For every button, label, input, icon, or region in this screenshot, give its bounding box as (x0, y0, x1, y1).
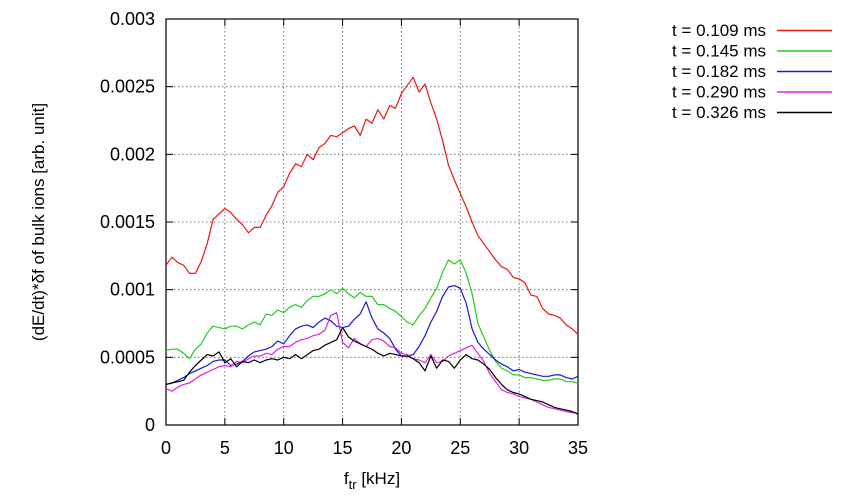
series-line-1 (165, 76, 579, 335)
x-tick-label: 15 (333, 438, 353, 458)
x-axis-label-subscript: tr (349, 477, 358, 492)
series-line-2 (165, 259, 579, 384)
legend-label: t = 0.182 ms (672, 62, 766, 81)
legend-label: t = 0.109 ms (672, 21, 766, 40)
series-lines (165, 76, 579, 415)
y-tick-label: 0.0005 (100, 347, 155, 367)
series-line-3 (165, 285, 579, 385)
grid (166, 19, 578, 425)
y-tick-label: 0.001 (110, 280, 155, 300)
legend-label: t = 0.290 ms (672, 83, 766, 102)
x-axis-label: ftr [kHz] (344, 469, 400, 492)
x-tick-label: 5 (220, 438, 230, 458)
y-axis-label: (dE/dt)*δf of bulk ions [arb. unit] (29, 103, 48, 341)
y-tick-label: 0.0025 (100, 77, 155, 97)
y-tick-label: 0.0015 (100, 212, 155, 232)
x-tick-label: 20 (391, 438, 411, 458)
legend: t = 0.109 ms t = 0.145 mst = 0.182 ms t = … (672, 21, 832, 122)
x-tick-label: 35 (568, 438, 588, 458)
y-tick-label: 0.003 (110, 9, 155, 29)
x-tick-label: 0 (161, 438, 171, 458)
x-tick-label: 30 (509, 438, 529, 458)
x-tick-label: 10 (274, 438, 294, 458)
y-tick-label: 0.002 (110, 144, 155, 164)
legend-label: t = 0.145 ms (672, 42, 766, 61)
series-line-5 (165, 327, 579, 415)
x-tick-label: 25 (450, 438, 470, 458)
x-axis-label-unit: [kHz] (357, 469, 400, 488)
axis-ticks: 0 5 10 15 20 25 30 35 0 0.0005 0.001 0.0015 0.002 0.0… (100, 9, 588, 458)
legend-label: t = 0.326 ms (672, 103, 766, 122)
y-tick-label: 0 (145, 415, 155, 435)
plot-frame (165, 18, 579, 426)
